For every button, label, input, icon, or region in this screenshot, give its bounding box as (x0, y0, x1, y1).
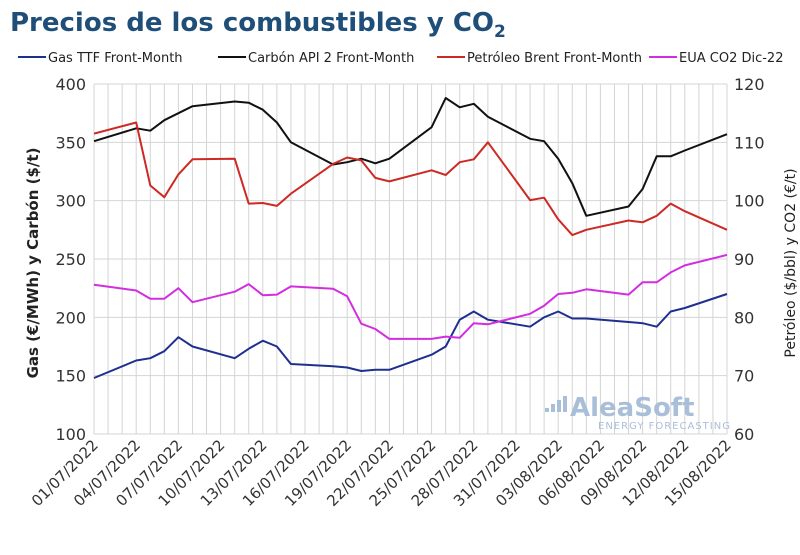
logo-name: AleaSoft (570, 393, 695, 423)
series-line-2 (93, 121, 728, 237)
logo-tagline: ENERGY FORECASTING (598, 421, 731, 432)
right-y-tick-label: 90 (734, 250, 754, 269)
x-axis-ticks: 01/07/202204/07/202207/07/202210/07/2022… (28, 436, 735, 510)
left-y-tick-label: 300 (55, 192, 86, 211)
series-line-0 (93, 293, 728, 379)
right-y-tick-label: 60 (734, 425, 754, 444)
legend: Gas TTF Front-Month Carbón API 2 Front-Mo… (18, 51, 783, 66)
left-y-tick-label: 200 (55, 308, 86, 327)
legend-label: Petróleo Brent Front-Month (467, 51, 642, 66)
legend-label: Carbón API 2 Front-Month (248, 51, 414, 66)
right-y-tick-label: 70 (734, 367, 754, 386)
legend-label: EUA CO2 Dic-22 (679, 51, 783, 66)
logo-dots-icon (545, 396, 567, 412)
right-y-tick-label: 100 (734, 192, 765, 211)
right-y-axis-ticks: 60 70 80 90 100 110 120 (734, 75, 765, 444)
left-y-tick-label: 150 (55, 367, 86, 386)
legend-label: Gas TTF Front-Month (48, 51, 183, 66)
left-y-axis-ticks: 100 150 200 250 300 350 400 (55, 75, 86, 444)
right-y-tick-label: 80 (734, 308, 754, 327)
chart-title: Precios de los combustibles y CO2 (10, 8, 506, 42)
right-y-tick-label: 110 (734, 133, 765, 152)
left-y-tick-label: 400 (55, 75, 86, 94)
series-line-1 (93, 97, 728, 217)
right-y-axis-label: Petróleo ($/bbl) y CO2 (€/t) (783, 168, 799, 357)
right-y-tick-label: 120 (734, 75, 765, 94)
series-line-3 (93, 253, 728, 340)
gridlines (93, 83, 728, 435)
left-y-axis-label: Gas (€/MWh) y Carbón ($/t) (24, 148, 42, 379)
series-lines (93, 97, 728, 379)
left-y-tick-label: 350 (55, 133, 86, 152)
left-y-tick-label: 100 (55, 425, 86, 444)
aleasoft-logo: AleaSoft ENERGY FORECASTING (545, 393, 731, 432)
left-y-tick-label: 250 (55, 250, 86, 269)
